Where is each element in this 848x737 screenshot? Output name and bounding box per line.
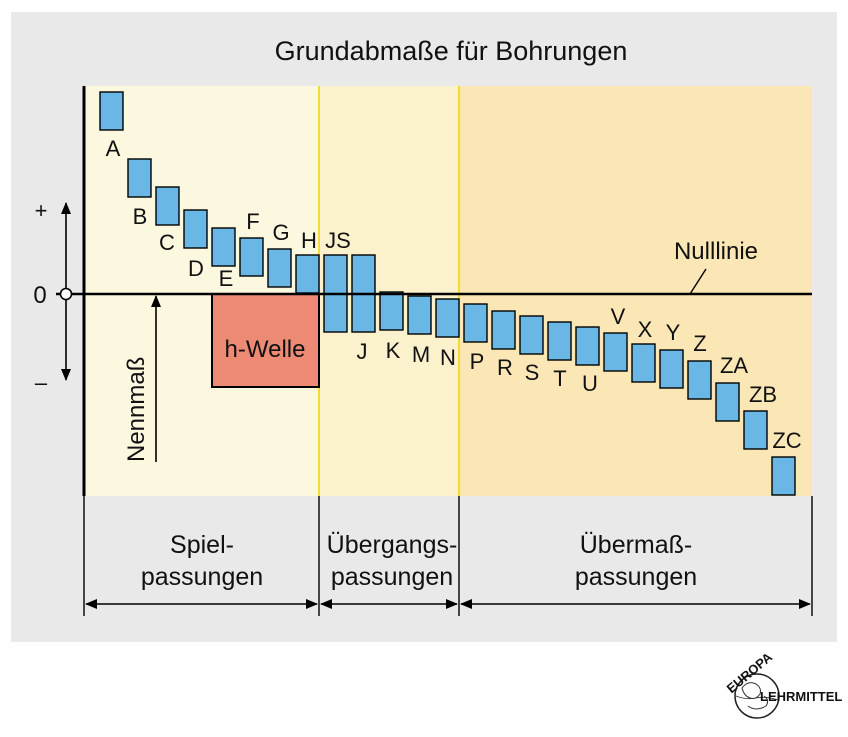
group-uebermass-line1: Übermaß- — [580, 531, 693, 559]
tolerance-letter-z: Z — [693, 331, 706, 356]
tolerance-bar-e — [211, 227, 236, 267]
tolerance-bar-k — [379, 291, 404, 331]
tolerance-letter-j: J — [357, 339, 368, 364]
tolerance-letter-e: E — [219, 266, 234, 291]
tolerance-bar-z — [687, 360, 712, 400]
group-uebergang-line2: passungen — [331, 563, 453, 591]
tolerance-bar-t — [547, 321, 572, 361]
tolerance-letter-x: X — [638, 317, 653, 342]
group-spiel-line2: passungen — [141, 563, 263, 591]
tolerance-letter-r: R — [497, 355, 513, 380]
tolerance-letter-k: K — [386, 338, 401, 363]
logo-bottom-text: LEHRMITTEL — [760, 689, 842, 704]
group-uebermass-line2: passungen — [575, 563, 697, 591]
publisher-logo: EUROPA LEHRMITTEL — [724, 649, 842, 719]
tolerance-bar-a — [99, 91, 124, 131]
tolerance-letter-v: V — [611, 304, 626, 329]
tolerance-bar-g — [267, 248, 292, 288]
tolerance-bar-m — [407, 295, 432, 335]
diagram-title: Grundabmaße für Bohrungen — [275, 36, 628, 66]
tolerance-letter-za: ZA — [720, 353, 748, 378]
zone-spiel-background — [84, 86, 319, 496]
tolerance-bar-v — [603, 332, 628, 372]
tolerance-bar-y — [659, 349, 684, 389]
tolerance-letter-t: T — [553, 366, 566, 391]
tolerance-bars — [99, 91, 796, 496]
tolerance-bar-d — [183, 209, 208, 249]
minus-sign: – — [35, 370, 48, 395]
tolerance-bar-p — [463, 303, 488, 343]
zero-line-callout — [689, 268, 707, 295]
tolerance-bar-r — [491, 310, 516, 350]
group-spiel-line1: Spiel- — [170, 531, 234, 559]
tolerance-letter-f: F — [246, 209, 259, 234]
plus-sign: + — [35, 198, 48, 223]
nominal-size-label: Nennmaß — [123, 357, 150, 462]
tolerance-letter-g: G — [272, 220, 289, 245]
zero-marker-icon — [59, 287, 73, 301]
tolerance-bar-c — [155, 186, 180, 226]
tolerance-letter-p: P — [470, 349, 485, 374]
h-shaft-label: h-Welle — [225, 336, 306, 363]
tolerance-bar-x — [631, 343, 656, 383]
tolerance-letter-d: D — [188, 256, 204, 281]
extension-lines — [83, 496, 813, 616]
tolerance-letter-s: S — [525, 360, 540, 385]
h-shaft-zone — [211, 293, 320, 388]
tolerance-letter-h: H — [301, 228, 317, 253]
tolerance-letter-n: N — [440, 345, 456, 370]
tolerance-letter-js: JS — [325, 228, 351, 253]
zero-line-label: Nulllinie — [674, 238, 758, 265]
globe-icon — [734, 673, 780, 719]
tolerance-letter-zb: ZB — [749, 382, 777, 407]
tolerance-letter-y: Y — [666, 320, 681, 345]
tolerance-bar-f — [239, 237, 264, 277]
tolerance-bar-s — [519, 315, 544, 355]
tolerance-letter-u: U — [582, 371, 598, 396]
tolerance-letter-a: A — [106, 136, 121, 161]
tolerance-bar-zc — [771, 456, 796, 496]
tolerance-bar-n — [435, 298, 460, 338]
tolerance-bar-za — [715, 382, 740, 422]
tolerance-letter-zc: ZC — [772, 428, 801, 453]
zero-sign: 0 — [33, 282, 46, 309]
tolerance-letter-m: M — [412, 342, 430, 367]
tolerance-bar-zb — [743, 410, 768, 450]
tolerance-bar-u — [575, 326, 600, 366]
tolerance-bar-h — [295, 254, 320, 294]
tolerance-letter-c: C — [159, 230, 175, 255]
group-uebergang-line1: Übergangs- — [327, 531, 458, 559]
tolerance-letter-b: B — [133, 204, 148, 229]
tolerance-bar-b — [127, 158, 152, 198]
